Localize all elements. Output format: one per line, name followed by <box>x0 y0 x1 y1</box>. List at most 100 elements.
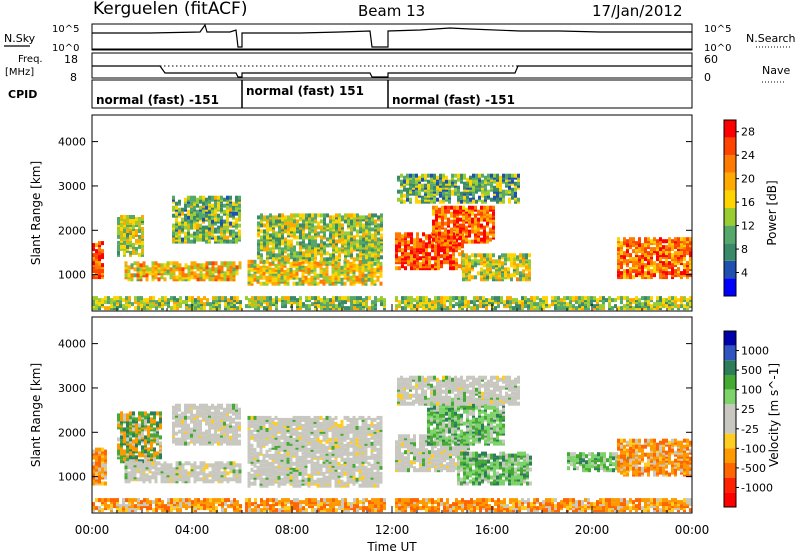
echo-cell <box>95 296 98 301</box>
echo-cell <box>199 273 203 278</box>
echo-cell <box>498 267 501 272</box>
nsearch-tick-bottom: 10^0 <box>704 43 731 54</box>
echo-cell <box>302 213 305 218</box>
echo-cell <box>199 461 203 466</box>
echo-cell <box>400 193 403 198</box>
echo-cell <box>395 240 398 245</box>
echo-cell <box>524 300 527 305</box>
echo-cell <box>199 419 202 424</box>
echo-cell <box>269 213 272 218</box>
echo-cell <box>497 304 500 309</box>
echo-cell <box>465 225 468 230</box>
echo-cell <box>235 421 238 426</box>
echo-cell <box>287 215 290 220</box>
echo-cell <box>449 260 452 265</box>
echo-cell <box>371 257 374 262</box>
echo-cell <box>130 273 134 278</box>
echo-cell <box>236 306 239 311</box>
echo-cell <box>173 304 176 309</box>
echo-cell <box>280 259 284 264</box>
echo-cell <box>689 247 692 252</box>
echo-cell <box>398 232 401 237</box>
echo-cell <box>406 173 409 178</box>
echo-cell <box>175 419 178 424</box>
echo-cell <box>623 275 626 280</box>
echo-cell <box>266 219 269 224</box>
echo-cell <box>120 215 123 219</box>
echo-cell <box>466 177 469 182</box>
echo-cell <box>151 465 155 470</box>
power-ylabel: Slant Range [km] <box>29 161 43 265</box>
echo-cell <box>428 264 431 269</box>
echo-cell <box>373 279 377 284</box>
echo-cell <box>371 243 374 248</box>
cpid-label: CPID <box>8 88 37 101</box>
echo-cell <box>425 242 428 247</box>
echo-cell <box>458 242 461 247</box>
echo-cell <box>193 479 197 484</box>
echo-cell <box>148 267 152 272</box>
echo-cell <box>178 437 181 442</box>
echo-cell <box>492 271 495 276</box>
echo-cell <box>450 219 453 224</box>
echo-cell <box>200 306 203 311</box>
echo-cell <box>404 296 407 301</box>
echo-cell <box>471 259 474 264</box>
echo-cell <box>139 275 143 280</box>
echo-cell <box>485 306 488 311</box>
echo-cell <box>413 260 416 265</box>
echo-cell <box>203 296 206 301</box>
echo-cell <box>187 471 191 476</box>
echo-cell <box>159 441 162 446</box>
echo-cell <box>480 253 483 258</box>
echo-cell <box>380 302 383 307</box>
echo-cell <box>163 479 167 484</box>
freq-panel: Freq. [MHz] 18 8 Nave 60 0 <box>5 52 790 84</box>
echo-cell <box>190 223 193 228</box>
echo-cell <box>163 271 167 276</box>
echo-cell <box>229 421 232 426</box>
echo-cell <box>325 259 329 264</box>
echo-cell <box>310 275 314 280</box>
echo-cell <box>457 197 460 202</box>
echo-cell <box>353 213 356 218</box>
echo-cell <box>497 296 500 301</box>
echo-cell <box>326 223 329 228</box>
echo-cell <box>380 296 383 301</box>
echo-cell <box>150 417 153 422</box>
echo-cell <box>441 221 444 226</box>
echo-cell <box>238 223 241 228</box>
echo-cell <box>316 261 320 266</box>
echo-cell <box>190 403 193 408</box>
echo-cell <box>185 300 188 305</box>
echo-cell <box>317 221 320 226</box>
echo-cell <box>539 306 542 311</box>
echo-cell <box>141 231 144 235</box>
nsky-tick-top: 10^5 <box>52 24 79 35</box>
echo-cell <box>187 403 190 408</box>
echo-cell <box>492 265 495 270</box>
echo-cell <box>437 296 440 301</box>
echo-cell <box>472 193 475 198</box>
echo-cell <box>205 261 209 266</box>
echo-cell <box>374 233 377 238</box>
echo-cell <box>599 304 602 309</box>
echo-cell <box>296 213 299 218</box>
echo-cell <box>620 275 623 280</box>
echo-cell <box>338 239 341 244</box>
echo-cell <box>362 302 365 307</box>
echo-cell <box>135 238 138 243</box>
echo-cell <box>284 296 287 301</box>
echo-cell <box>172 261 176 266</box>
echo-cell <box>203 302 206 307</box>
echo-cell <box>208 427 211 432</box>
echo-cell <box>172 405 175 410</box>
echo-cell <box>302 302 305 307</box>
echo-cell <box>349 267 353 272</box>
echo-cell <box>483 273 486 278</box>
echo-cell <box>220 461 224 466</box>
echo-cell <box>296 251 299 256</box>
echo-cell <box>468 263 471 268</box>
echo-cell <box>493 173 496 178</box>
echo-cell <box>492 211 495 216</box>
